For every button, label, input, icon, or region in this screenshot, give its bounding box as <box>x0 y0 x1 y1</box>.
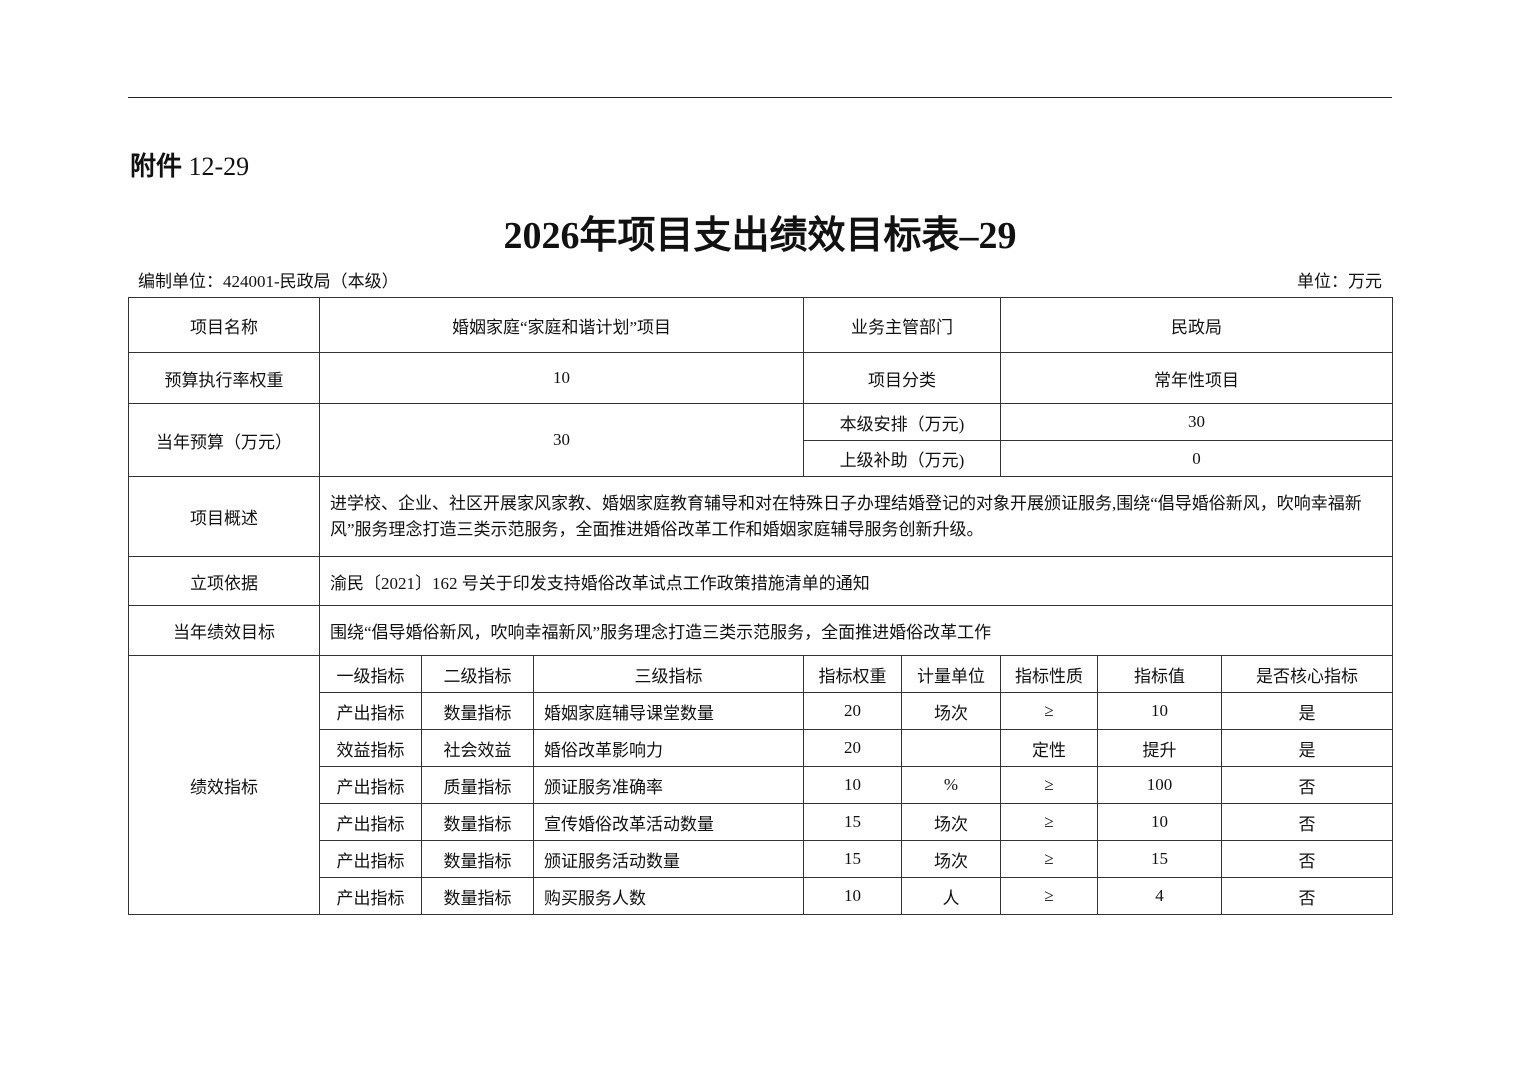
project-name: 婚姻家庭“家庭和谐计划”项目 <box>318 297 805 353</box>
header-rule <box>128 97 1392 98</box>
indicator-cell: 婚姻家庭辅导课堂数量 <box>532 692 805 730</box>
indicator-cell: 是 <box>1221 729 1394 767</box>
indicator-cell: 10 <box>1097 803 1223 841</box>
indicator-cell: 10 <box>803 766 903 804</box>
dept: 民政局 <box>1000 297 1394 353</box>
indicator-cell: 数量指标 <box>421 840 534 878</box>
indicator-row: 产出指标 数量指标 宣传婚俗改革活动数量 15 场次 ≥10 否 <box>129 803 1394 841</box>
indicator-cell: 社会效益 <box>421 729 534 767</box>
row-goal: 当年绩效目标 围绕“倡导婚俗新风，吹响幸福新风”服务理念打造三类示范服务，全面推… <box>128 605 1394 656</box>
indicator-header: 二级指标 <box>421 655 534 693</box>
indicator-cell: 否 <box>1221 877 1394 915</box>
indicator-header: 三级指标 <box>532 655 805 693</box>
indicator-cell: ≥ <box>1000 766 1099 804</box>
indicator-cell: 提升 <box>1097 729 1223 767</box>
label: 项目概述 <box>128 476 320 557</box>
indicator-cell: ≥ <box>1000 692 1099 730</box>
row-weight: 预算执行率权重 10 项目分类 常年性项目 <box>128 352 1394 404</box>
row-basis: 立项依据 渝民〔2021〕162 号关于印发支持婚俗改革试点工作政策措施清单的通… <box>128 556 1394 606</box>
indicator-row: 产出指标 质量指标 颁证服务准确率 10% ≥100 否 <box>129 766 1394 804</box>
weight: 10 <box>318 352 805 404</box>
indicator-cell: % <box>901 766 1002 804</box>
indicator-row: 产出指标 数量指标 购买服务人数 10 人 ≥4 否 <box>129 877 1394 915</box>
indicator-row: 产出指标 数量指标 颁证服务活动数量 15 场次 ≥15 否 <box>129 840 1394 878</box>
label: 项目分类 <box>803 352 1002 404</box>
indicator-cell: 定性 <box>1000 729 1099 767</box>
indicator-cell: 否 <box>1221 840 1394 878</box>
indicator-header: 计量单位 <box>901 655 1002 693</box>
indicator-cell: 产出指标 <box>319 840 422 878</box>
indicator-cell: 场次 <box>901 692 1002 730</box>
indicator-cell: ≥ <box>1000 877 1099 915</box>
indicator-header: 指标性质 <box>1000 655 1099 693</box>
indicator-cell: 颁证服务准确率 <box>532 766 805 804</box>
row-upper: 上级补助（万元) 0 <box>129 440 1394 477</box>
label: 业务主管部门 <box>803 297 1002 353</box>
label: 项目名称 <box>128 297 320 353</box>
indicator-cell: 质量指标 <box>421 766 534 804</box>
label: 上级补助（万元) <box>803 440 1002 477</box>
budget: 30 <box>318 403 805 477</box>
attachment-number: 12-29 <box>188 152 250 181</box>
indicator-cell: 效益指标 <box>319 729 422 767</box>
overview: 进学校、企业、社区开展家风家教、婚姻家庭教育辅导和对在特殊日子办理结婚登记的对象… <box>318 476 1394 557</box>
indicator-header: 一级指标 <box>319 655 422 693</box>
indicator-cell: 是 <box>1221 692 1394 730</box>
row-project-name: 项目名称 婚姻家庭“家庭和谐计划”项目 业务主管部门 民政局 <box>128 297 1394 353</box>
indicator-cell: 15 <box>803 803 903 841</box>
indicator-cell: 宣传婚俗改革活动数量 <box>532 803 805 841</box>
indicator-header: 是否核心指标 <box>1221 655 1394 693</box>
indicator-cell: 否 <box>1221 766 1394 804</box>
indicator-cell: 产出指标 <box>319 692 422 730</box>
row-budget: 当年预算（万元） 30 本级安排（万元) 30 <box>128 403 1394 477</box>
basis: 渝民〔2021〕162 号关于印发支持婚俗改革试点工作政策措施清单的通知 <box>318 556 1394 606</box>
indicator-cell: 产出指标 <box>319 766 422 804</box>
indicator-cell: 场次 <box>901 803 1002 841</box>
indicator-cell: 20 <box>803 729 903 767</box>
indicator-cell: 4 <box>1097 877 1223 915</box>
indicator-cell: 10 <box>803 877 903 915</box>
indicator-cell: 15 <box>803 840 903 878</box>
indicator-cell: 100 <box>1097 766 1223 804</box>
attachment-label: 附件 12-29 <box>130 146 249 183</box>
indicator-header: 指标权重 <box>803 655 903 693</box>
indicator-header-row: 绩效指标 一级指标 二级指标 三级指标 指标权重 计量单位 指标性质 指标值 是否核心指标 <box>128 655 1394 915</box>
indicator-cell: 场次 <box>901 840 1002 878</box>
category: 常年性项目 <box>1000 352 1394 404</box>
indicator-cell: 20 <box>803 692 903 730</box>
indicator-header: 指标值 <box>1097 655 1223 693</box>
org-unit: 编制单位：424001-民政局（本级） <box>138 272 399 291</box>
indicator-cell: 婚俗改革影响力 <box>532 729 805 767</box>
indicator-cell: 产出指标 <box>319 877 422 915</box>
indicator-cell: 否 <box>1221 803 1394 841</box>
performance-table: 项目名称 婚姻家庭“家庭和谐计划”项目 业务主管部门 民政局 预算执行率权重 1… <box>128 297 1394 915</box>
indicator-cell: 数量指标 <box>421 692 534 730</box>
row-overview: 项目概述 进学校、企业、社区开展家风家教、婚姻家庭教育辅导和对在特殊日子办理结婚… <box>128 476 1394 557</box>
upper-subsidy: 0 <box>1000 440 1394 477</box>
indicator-cell: ≥ <box>1000 803 1099 841</box>
page-title: 2026年项目支出绩效目标表–29 <box>503 215 1017 257</box>
indicator-cell: 购买服务人数 <box>532 877 805 915</box>
indicator-cell: 数量指标 <box>421 803 534 841</box>
indicator-cell: 人 <box>901 877 1002 915</box>
indicator-row: 产出指标 数量指标 婚姻家庭辅导课堂数量 20 场次 ≥10 是 <box>129 692 1394 730</box>
currency-unit: 单位：万元 <box>1297 272 1382 291</box>
local-budget: 30 <box>1000 403 1394 441</box>
label: 本级安排（万元) <box>803 403 1002 441</box>
indicators-label: 绩效指标 <box>128 655 320 915</box>
indicator-cell: 产出指标 <box>319 803 422 841</box>
label: 立项依据 <box>128 556 320 606</box>
indicator-cell: ≥ <box>1000 840 1099 878</box>
label: 预算执行率权重 <box>128 352 320 404</box>
indicator-cell: 15 <box>1097 840 1223 878</box>
indicator-cell: 数量指标 <box>421 877 534 915</box>
indicator-cell <box>901 729 1002 767</box>
label: 当年绩效目标 <box>128 605 320 656</box>
goal: 围绕“倡导婚俗新风，吹响幸福新风”服务理念打造三类示范服务，全面推进婚俗改革工作 <box>318 605 1394 656</box>
label: 当年预算（万元） <box>128 403 320 477</box>
indicator-cell: 颁证服务活动数量 <box>532 840 805 878</box>
indicator-cell: 10 <box>1097 692 1223 730</box>
attachment-prefix: 附件 <box>130 152 183 181</box>
